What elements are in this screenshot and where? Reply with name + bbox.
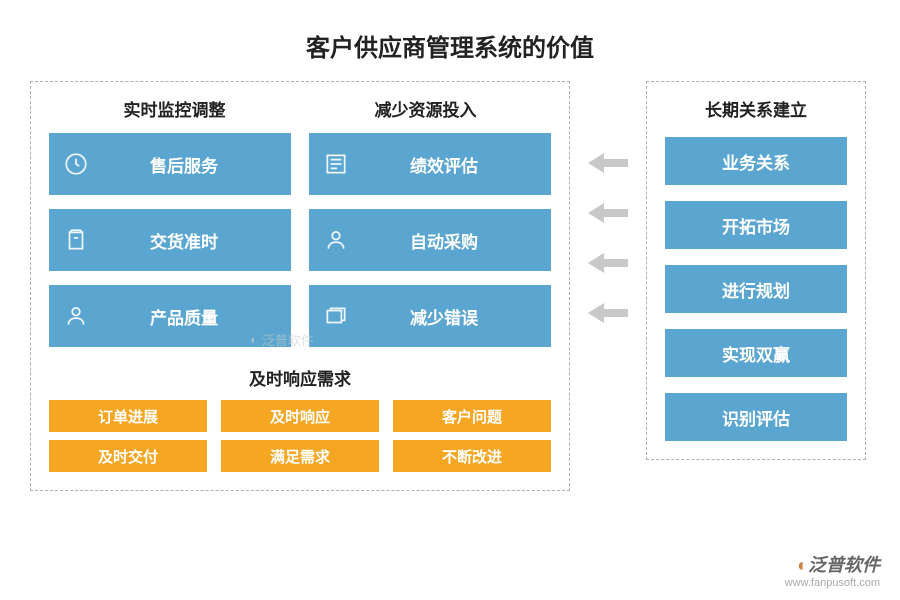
blue-card-grid: 售后服务 绩效评估 交货准时 自动采购 xyxy=(49,133,551,347)
right-card: 实现双赢 xyxy=(665,329,847,377)
arrow-left-icon xyxy=(588,151,628,175)
footer-url: www.fanpusoft.com xyxy=(785,577,880,590)
right-heading: 长期关系建立 xyxy=(665,96,847,121)
person-icon xyxy=(323,227,349,253)
right-panel: 长期关系建立 业务关系 开拓市场 进行规划 实现双赢 识别评估 xyxy=(646,81,866,460)
orange-card: 客户问题 xyxy=(393,400,551,432)
arrow-left-icon xyxy=(588,251,628,275)
arrow-column xyxy=(588,81,628,325)
arrow-left-icon xyxy=(588,301,628,325)
card-performance: 绩效评估 xyxy=(309,133,551,195)
main-layout: 实时监控调整 减少资源投入 售后服务 绩效评估 交货准时 xyxy=(0,81,900,491)
card-auto-procure: 自动采购 xyxy=(309,209,551,271)
col-head-2: 减少资源投入 xyxy=(300,96,551,121)
arrow-left-icon xyxy=(588,201,628,225)
orange-card: 不断改进 xyxy=(393,440,551,472)
diagram-title: 客户供应商管理系统的价值 xyxy=(0,0,900,81)
card-reduce-error: 减少错误 xyxy=(309,285,551,347)
form-icon xyxy=(323,151,349,177)
bottom-heading: 及时响应需求 xyxy=(49,365,551,390)
watermark-text: 泛普软件 xyxy=(262,330,314,349)
right-card-list: 业务关系 开拓市场 进行规划 实现双赢 识别评估 xyxy=(665,137,847,441)
orange-card: 及时交付 xyxy=(49,440,207,472)
clock-icon xyxy=(63,151,89,177)
card-label: 交货准时 xyxy=(107,228,291,253)
card-label: 自动采购 xyxy=(367,228,551,253)
left-panel: 实时监控调整 减少资源投入 售后服务 绩效评估 交货准时 xyxy=(30,81,570,491)
right-card: 业务关系 xyxy=(665,137,847,185)
watermark: ◐ 泛普软件 xyxy=(250,330,314,349)
card-label: 产品质量 xyxy=(107,304,291,329)
card-label: 售后服务 xyxy=(107,152,291,177)
right-card: 开拓市场 xyxy=(665,201,847,249)
card-label: 绩效评估 xyxy=(367,152,551,177)
left-column-headings: 实时监控调整 减少资源投入 xyxy=(49,96,551,121)
card-delivery: 交货准时 xyxy=(49,209,291,271)
card-after-sales: 售后服务 xyxy=(49,133,291,195)
orange-card: 满足需求 xyxy=(221,440,379,472)
col-head-1: 实时监控调整 xyxy=(49,96,300,121)
card-label: 减少错误 xyxy=(367,304,551,329)
windows-icon xyxy=(323,303,349,329)
footer-logo: ◐泛普软件 www.fanpusoft.com xyxy=(785,555,880,590)
package-icon xyxy=(63,227,89,253)
person-icon xyxy=(63,303,89,329)
orange-card-grid: 订单进展 及时响应 客户问题 及时交付 满足需求 不断改进 xyxy=(49,400,551,472)
right-card: 进行规划 xyxy=(665,265,847,313)
right-card: 识别评估 xyxy=(665,393,847,441)
orange-card: 订单进展 xyxy=(49,400,207,432)
watermark-icon: ◐ xyxy=(250,332,258,347)
footer-brand: ◐泛普软件 xyxy=(785,555,880,577)
orange-card: 及时响应 xyxy=(221,400,379,432)
